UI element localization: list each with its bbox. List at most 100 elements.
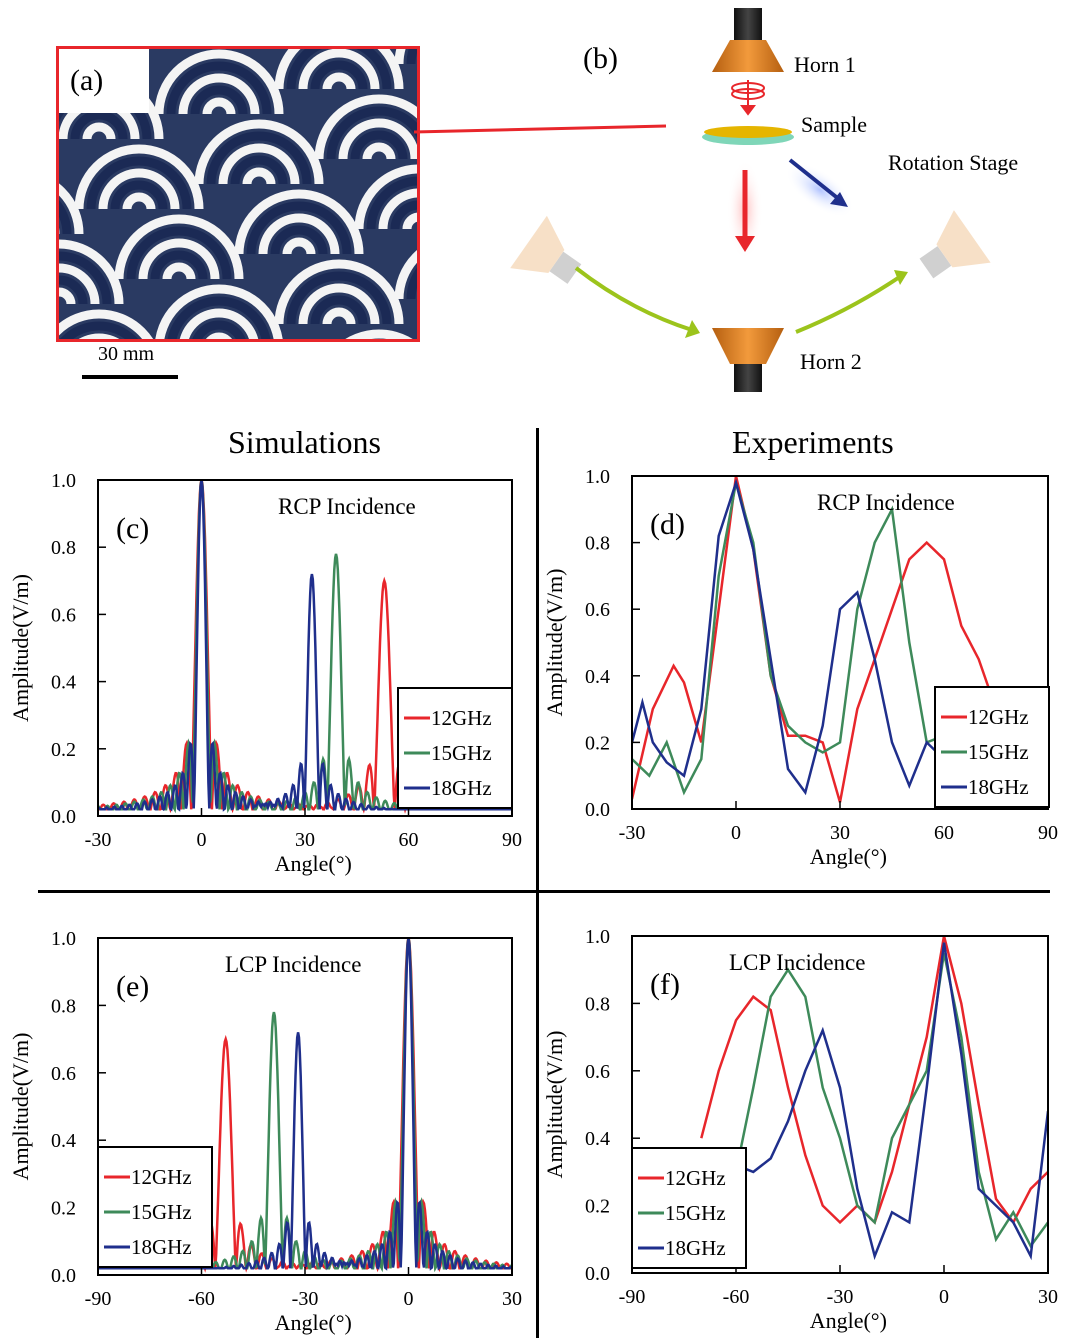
y-axis-label: Amplitude(V/m) xyxy=(8,1033,33,1181)
y-tick-label: 1.0 xyxy=(585,926,610,948)
y-tick-label: 0.0 xyxy=(585,1263,610,1285)
scale-bar-text: 30 mm xyxy=(98,343,155,365)
x-tick-label: 30 xyxy=(295,829,315,851)
y-tick-label: 0.0 xyxy=(585,799,610,821)
x-tick-label: 0 xyxy=(939,1286,949,1308)
x-tick-label: -30 xyxy=(619,822,646,844)
y-tick-label: 0.2 xyxy=(585,1196,610,1218)
anomalous-arrow xyxy=(785,158,855,218)
legend-label: 18GHz xyxy=(665,1236,726,1260)
series-12GHz-line xyxy=(632,476,991,803)
chart-title: LCP Incidence xyxy=(729,950,865,975)
setup-diagram xyxy=(510,8,991,392)
zoom-connector xyxy=(414,124,667,134)
experiments-heading: Experiments xyxy=(732,424,894,460)
x-tick-label: 0 xyxy=(404,1288,414,1310)
photo-label-box xyxy=(59,49,149,113)
legend-label: 12GHz xyxy=(431,706,492,730)
horn-right-faded-icon xyxy=(919,210,991,279)
x-tick-label: 30 xyxy=(830,822,850,844)
x-tick-label: 30 xyxy=(502,1288,522,1310)
y-tick-label: 1.0 xyxy=(51,928,76,950)
y-tick-label: 0.0 xyxy=(51,806,76,828)
panel-c-label: (c) xyxy=(116,512,149,545)
legend-label: 15GHz xyxy=(665,1201,726,1225)
legend-label: 15GHz xyxy=(431,741,492,765)
legend-label: 12GHz xyxy=(131,1165,192,1189)
x-tick-label: -30 xyxy=(827,1286,854,1308)
legend: 12GHz 15GHz 18GHz xyxy=(934,686,1050,808)
y-tick-label: 0.6 xyxy=(51,1063,76,1085)
x-tick-label: -60 xyxy=(188,1288,215,1310)
panel-b-label: (b) xyxy=(583,42,618,75)
x-tick-label: 60 xyxy=(934,822,954,844)
x-tick-label: -30 xyxy=(292,1288,319,1310)
panel-e-label: (e) xyxy=(116,970,149,1003)
horn-left-faded-icon xyxy=(510,215,582,284)
series-18GHz-line xyxy=(98,480,512,812)
legend-label: 15GHz xyxy=(131,1200,192,1224)
x-axis-label: Angle(°) xyxy=(810,1308,887,1333)
legend-label: 15GHz xyxy=(968,740,1029,764)
x-tick-label: 0 xyxy=(731,822,741,844)
y-tick-label: 0.2 xyxy=(51,1198,76,1220)
panel-a-label: (a) xyxy=(70,64,104,97)
x-tick-label: -30 xyxy=(85,829,112,851)
legend-label: 12GHz xyxy=(968,705,1029,729)
chart-title: RCP Incidence xyxy=(817,490,955,515)
y-axis-label: Amplitude(V/m) xyxy=(8,574,33,722)
y-tick-label: 0.6 xyxy=(51,604,76,626)
scale-bar xyxy=(82,375,178,379)
y-tick-label: 0.6 xyxy=(585,599,610,621)
x-tick-label: 90 xyxy=(502,829,522,851)
chart-e: 0.0 0.2 0.4 0.6 0.8 1.0 -90 -60 -30 0 30 Angle(°) Am… xyxy=(8,928,522,1335)
y-tick-label: 0.4 xyxy=(51,1130,76,1152)
x-tick-label: 30 xyxy=(1038,1286,1058,1308)
vertical-divider xyxy=(536,428,539,1338)
chart-c: 0.0 0.2 0.4 0.6 0.8 1.0 -30 0 30 60 90 Angle(°) Ampl… xyxy=(8,470,522,876)
panel-d-label: (d) xyxy=(650,508,685,541)
x-tick-label: 0 xyxy=(197,829,207,851)
horn-2-label: Horn 2 xyxy=(800,349,862,374)
y-tick-label: 0.6 xyxy=(585,1061,610,1083)
horn-2-icon xyxy=(712,328,784,392)
rotation-stage-label: Rotation Stage xyxy=(888,150,1019,175)
panel-f-label: (f) xyxy=(650,968,680,1001)
x-tick-label: -90 xyxy=(619,1286,646,1308)
horn-1-icon xyxy=(712,8,784,72)
x-tick-label: 90 xyxy=(1038,822,1058,844)
rotation-arrows xyxy=(574,266,900,334)
series-18GHz-line xyxy=(632,478,945,796)
x-axis-label: Angle(°) xyxy=(275,1310,352,1335)
chart-d: 0.0 0.2 0.4 0.6 0.8 1.0 -30 0 30 60 90 Angle(°) Ampl… xyxy=(542,466,1058,869)
chart-title: RCP Incidence xyxy=(278,494,416,519)
series-15GHz-line xyxy=(700,952,1048,1249)
legend: 12GHz 15GHz 18GHz xyxy=(97,1146,213,1268)
chart-title: LCP Incidence xyxy=(225,952,361,977)
y-tick-label: 1.0 xyxy=(585,466,610,488)
y-tick-label: 0.4 xyxy=(585,1128,610,1150)
y-axis-label: Amplitude(V/m) xyxy=(542,569,567,717)
legend: 12GHz 15GHz 18GHz xyxy=(631,1147,747,1269)
sample-icon xyxy=(702,126,794,145)
x-tick-label: -90 xyxy=(85,1288,112,1310)
y-tick-label: 0.8 xyxy=(585,533,610,555)
horn-1-label: Horn 1 xyxy=(794,52,856,77)
x-tick-label: -60 xyxy=(723,1286,750,1308)
y-tick-label: 0.4 xyxy=(51,672,76,694)
sample-label: Sample xyxy=(801,112,867,137)
transmitted-arrow xyxy=(727,160,763,260)
legend-label: 18GHz xyxy=(431,776,492,800)
series-18GHz-line xyxy=(98,938,512,1271)
legend-label: 18GHz xyxy=(968,775,1029,799)
y-tick-label: 0.4 xyxy=(585,666,610,688)
x-axis-label: Angle(°) xyxy=(810,844,887,869)
legend-label: 18GHz xyxy=(131,1235,192,1259)
series-12GHz-line xyxy=(700,936,1048,1225)
y-tick-label: 0.2 xyxy=(51,739,76,761)
series-15GHz-line xyxy=(632,482,945,796)
y-tick-label: 0.2 xyxy=(585,732,610,754)
x-axis-label: Angle(°) xyxy=(275,851,352,876)
polarization-icon xyxy=(731,80,765,116)
y-tick-label: 0.8 xyxy=(585,993,610,1015)
